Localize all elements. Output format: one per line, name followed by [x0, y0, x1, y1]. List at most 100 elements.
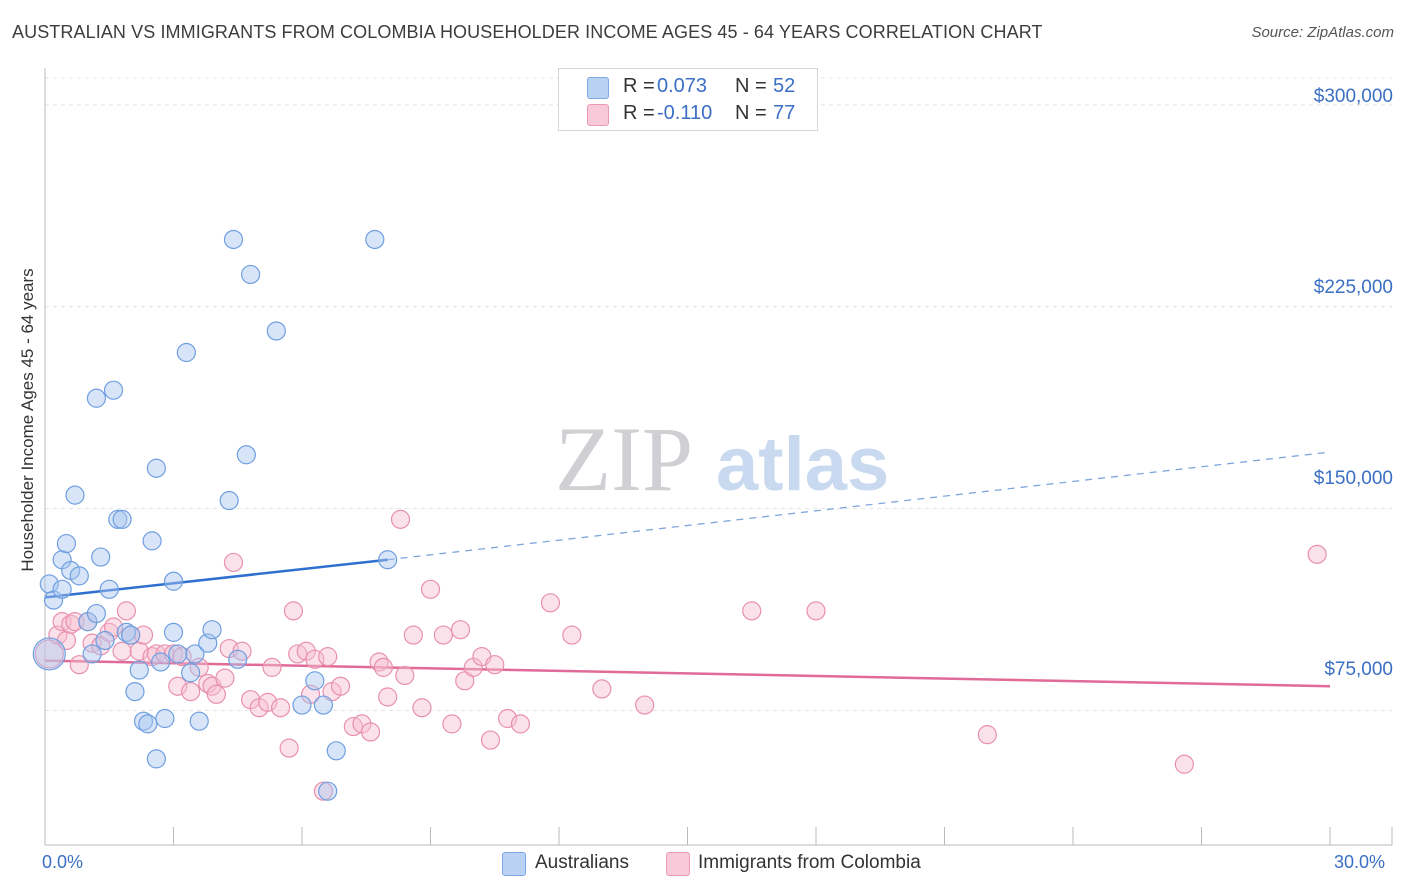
- point-australians: [121, 625, 141, 645]
- point-colombia: [206, 684, 226, 704]
- point-australians: [181, 663, 201, 683]
- point-australians: [318, 781, 338, 801]
- point-colombia: [378, 687, 398, 707]
- point-colombia: [34, 639, 64, 669]
- legend-r-value: -0.110: [657, 102, 713, 124]
- point-colombia: [390, 509, 411, 529]
- point-australians: [223, 229, 244, 250]
- point-colombia: [540, 593, 561, 613]
- point-australians: [86, 388, 107, 408]
- point-colombia: [395, 665, 415, 686]
- trendline-australians: [44, 558, 388, 599]
- point-colombia: [215, 668, 235, 688]
- point-colombia: [318, 647, 338, 667]
- point-australians: [151, 652, 171, 672]
- point-colombia: [420, 579, 441, 599]
- point-australians: [266, 321, 286, 341]
- point-colombia: [258, 692, 278, 712]
- point-colombia: [498, 708, 518, 729]
- point-colombia: [373, 657, 393, 677]
- point-australians: [236, 445, 256, 465]
- point-colombia: [510, 714, 531, 734]
- point-colombia: [455, 671, 475, 691]
- point-australians: [125, 681, 145, 702]
- y-axis-label-wrap: Householder Income Ages 45 - 64 years: [8, 200, 48, 640]
- point-australians: [189, 711, 209, 731]
- point-australians: [91, 547, 111, 567]
- legend-row-colombia: R = -0.110 N = 77: [589, 102, 809, 126]
- y-tick-label: $300,000: [1313, 86, 1393, 107]
- point-australians: [326, 741, 346, 761]
- point-australians: [219, 490, 239, 511]
- chart-title: AUSTRALIAN VS IMMIGRANTS FROM COLOMBIA H…: [12, 22, 1043, 42]
- point-colombia: [485, 655, 505, 675]
- point-australians: [129, 660, 149, 680]
- chart-source: Source: ZipAtlas.com: [1251, 24, 1394, 41]
- point-colombia: [168, 676, 188, 696]
- y-axis-label: Householder Income Ages 45 - 64 years: [18, 268, 37, 572]
- point-australians: [52, 579, 72, 599]
- point-colombia: [1174, 754, 1194, 774]
- point-australians: [99, 579, 119, 599]
- point-colombia: [103, 617, 124, 637]
- point-colombia: [977, 725, 997, 745]
- bottom-legend-colombia: Immigrants from Colombia: [698, 852, 921, 873]
- legend-swatch-colombia: [587, 104, 609, 126]
- point-australians: [163, 571, 184, 591]
- legend-r-value: 0.073: [657, 75, 708, 97]
- bottom-legend-swatch-colombia: [666, 852, 690, 876]
- point-colombia: [112, 641, 132, 661]
- point-australians: [39, 574, 59, 594]
- point-colombia: [69, 655, 89, 675]
- point-colombia: [181, 681, 201, 702]
- point-colombia: [270, 698, 291, 718]
- point-australians: [95, 630, 115, 651]
- legend-n-label: N =: [735, 102, 767, 124]
- bottom-legend-australians: Australians: [535, 852, 629, 873]
- legend-n-value: 52: [773, 75, 796, 97]
- point-australians: [313, 695, 334, 715]
- point-australians: [378, 550, 398, 570]
- point-australians: [108, 509, 128, 529]
- point-australians: [168, 644, 188, 664]
- point-australians: [69, 566, 89, 586]
- point-australians: [82, 644, 102, 664]
- point-colombia: [279, 738, 299, 758]
- point-australians: [305, 671, 325, 691]
- point-australians: [241, 264, 261, 285]
- point-australians: [202, 620, 222, 640]
- point-colombia: [562, 625, 582, 645]
- trendline-australians-extension: [387, 451, 1331, 561]
- point-colombia: [283, 601, 304, 621]
- point-colombia: [592, 679, 612, 699]
- point-australians: [155, 708, 175, 729]
- point-australians: [103, 380, 124, 400]
- point-colombia: [116, 601, 136, 621]
- point-colombia: [635, 695, 655, 715]
- legend-r-label: R =: [623, 75, 655, 97]
- point-colombia: [480, 730, 501, 750]
- point-colombia: [806, 601, 826, 621]
- point-australians: [146, 749, 166, 769]
- point-colombia: [742, 601, 762, 621]
- point-colombia: [360, 722, 381, 742]
- point-australians: [146, 458, 166, 478]
- bottom-legend-swatch-australians: [502, 852, 526, 876]
- y-tick-label: $150,000: [1313, 468, 1393, 489]
- point-australians: [56, 533, 77, 554]
- watermark-atlas: atlas: [716, 422, 889, 507]
- point-colombia: [412, 698, 432, 718]
- point-australians: [185, 644, 205, 664]
- point-colombia: [450, 620, 471, 640]
- trendline-colombia: [44, 659, 1331, 688]
- correlation-legend: R = 0.073 N = 52 R = -0.110 N = 77: [558, 68, 818, 131]
- watermark-zip: ZIP: [555, 408, 693, 510]
- legend-n-label: N =: [735, 75, 767, 97]
- point-australians: [365, 229, 385, 250]
- legend-n-value: 77: [773, 102, 796, 124]
- y-tick-label: $75,000: [1324, 659, 1393, 680]
- point-colombia: [223, 552, 244, 573]
- point-colombia: [1307, 544, 1327, 564]
- point-colombia: [403, 625, 423, 645]
- point-australians: [163, 622, 184, 642]
